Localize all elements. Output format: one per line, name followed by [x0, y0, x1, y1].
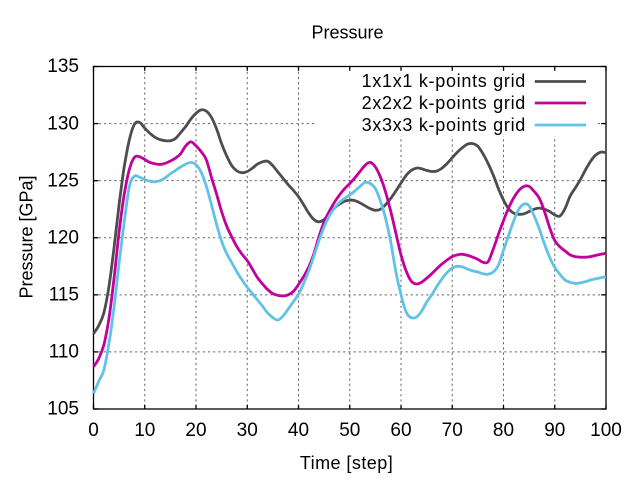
svg-text:10: 10 [134, 420, 155, 441]
svg-text:60: 60 [390, 420, 411, 441]
svg-text:2x2x2 k-points grid: 2x2x2 k-points grid [362, 93, 526, 113]
svg-text:105: 105 [47, 399, 79, 420]
svg-text:70: 70 [442, 420, 463, 441]
svg-text:Pressure: Pressure [311, 23, 383, 43]
svg-text:130: 130 [47, 113, 79, 134]
svg-text:110: 110 [49, 342, 79, 363]
svg-text:0: 0 [88, 420, 99, 441]
svg-text:90: 90 [544, 420, 565, 441]
svg-text:40: 40 [288, 420, 309, 441]
svg-text:135: 135 [47, 56, 79, 77]
svg-text:3x3x3 k-points grid: 3x3x3 k-points grid [362, 115, 526, 135]
svg-text:115: 115 [49, 285, 79, 306]
svg-text:Time [step]: Time [step] [300, 453, 393, 473]
svg-text:125: 125 [47, 170, 79, 191]
svg-text:20: 20 [185, 420, 206, 441]
svg-text:Pressure [GPa]: Pressure [GPa] [17, 175, 37, 298]
svg-text:120: 120 [47, 227, 79, 248]
svg-text:80: 80 [493, 420, 514, 441]
svg-text:30: 30 [237, 420, 258, 441]
svg-text:50: 50 [339, 420, 360, 441]
svg-text:100: 100 [590, 420, 622, 441]
svg-text:1x1x1 k-points grid: 1x1x1 k-points grid [362, 71, 526, 91]
